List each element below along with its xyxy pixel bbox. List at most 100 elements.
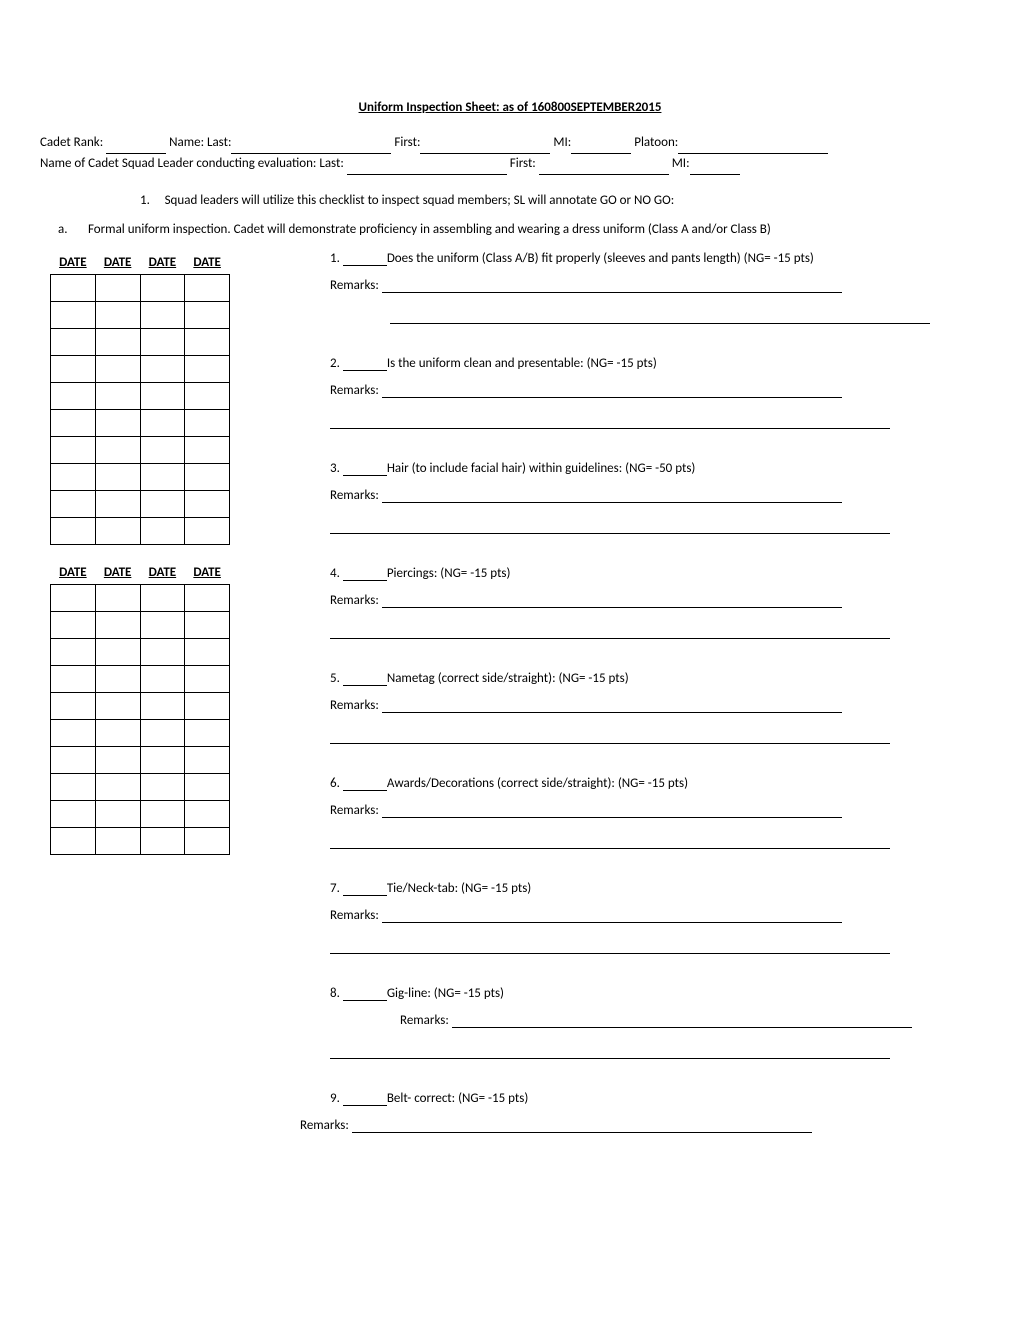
date-cell[interactable] (95, 719, 140, 746)
date-cell[interactable] (51, 328, 96, 355)
date-cell[interactable] (51, 719, 96, 746)
date-cell[interactable] (95, 517, 140, 544)
date-cell[interactable] (140, 328, 185, 355)
date-cell[interactable] (51, 274, 96, 301)
date-cell[interactable] (140, 638, 185, 665)
go-nogo-blank[interactable] (343, 358, 387, 371)
date-cell[interactable] (140, 827, 185, 854)
go-nogo-blank[interactable] (343, 253, 387, 266)
date-cell[interactable] (51, 692, 96, 719)
date-cell[interactable] (140, 584, 185, 611)
date-cell[interactable] (140, 274, 185, 301)
date-cell[interactable] (51, 409, 96, 436)
go-nogo-blank[interactable] (343, 568, 387, 581)
first-blank-2[interactable] (539, 162, 669, 175)
date-cell[interactable] (51, 611, 96, 638)
remarks-blank[interactable] (382, 700, 842, 713)
remarks-continuation-blank[interactable] (330, 941, 890, 954)
date-cell[interactable] (51, 746, 96, 773)
date-cell[interactable] (95, 409, 140, 436)
date-cell[interactable] (185, 827, 230, 854)
date-cell[interactable] (185, 328, 230, 355)
remarks-blank[interactable] (382, 280, 842, 293)
remarks-blank[interactable] (452, 1015, 912, 1028)
date-cell[interactable] (185, 355, 230, 382)
date-cell[interactable] (140, 436, 185, 463)
mi-blank-2[interactable] (690, 162, 740, 175)
date-cell[interactable] (95, 746, 140, 773)
date-cell[interactable] (95, 800, 140, 827)
date-cell[interactable] (185, 584, 230, 611)
date-cell[interactable] (140, 665, 185, 692)
go-nogo-blank[interactable] (343, 778, 387, 791)
date-cell[interactable] (140, 773, 185, 800)
date-cell[interactable] (140, 517, 185, 544)
date-cell[interactable] (140, 301, 185, 328)
date-cell[interactable] (185, 490, 230, 517)
date-cell[interactable] (185, 301, 230, 328)
date-cell[interactable] (185, 517, 230, 544)
date-cell[interactable] (51, 827, 96, 854)
platoon-blank[interactable] (678, 141, 828, 154)
remarks-continuation-blank[interactable] (390, 311, 930, 324)
date-cell[interactable] (51, 490, 96, 517)
date-cell[interactable] (51, 463, 96, 490)
date-cell[interactable] (140, 692, 185, 719)
remarks-continuation-blank[interactable] (330, 1046, 890, 1059)
date-cell[interactable] (51, 436, 96, 463)
go-nogo-blank[interactable] (343, 988, 387, 1001)
date-cell[interactable] (95, 827, 140, 854)
first-blank-1[interactable] (420, 141, 550, 154)
date-cell[interactable] (51, 773, 96, 800)
date-cell[interactable] (95, 638, 140, 665)
remarks-continuation-blank[interactable] (330, 836, 890, 849)
date-cell[interactable] (185, 274, 230, 301)
date-cell[interactable] (95, 328, 140, 355)
remarks-blank[interactable] (382, 595, 842, 608)
date-cell[interactable] (95, 274, 140, 301)
date-cell[interactable] (140, 611, 185, 638)
date-cell[interactable] (95, 611, 140, 638)
remarks-blank[interactable] (382, 910, 842, 923)
go-nogo-blank[interactable] (343, 1093, 387, 1106)
date-cell[interactable] (140, 355, 185, 382)
date-cell[interactable] (185, 692, 230, 719)
date-cell[interactable] (185, 409, 230, 436)
date-cell[interactable] (95, 490, 140, 517)
date-cell[interactable] (51, 638, 96, 665)
date-cell[interactable] (185, 611, 230, 638)
date-cell[interactable] (95, 355, 140, 382)
date-cell[interactable] (51, 301, 96, 328)
date-cell[interactable] (185, 436, 230, 463)
date-cell[interactable] (185, 665, 230, 692)
remarks-blank[interactable] (382, 385, 842, 398)
date-cell[interactable] (95, 463, 140, 490)
date-cell[interactable] (140, 490, 185, 517)
date-cell[interactable] (185, 800, 230, 827)
remarks-blank[interactable] (382, 490, 842, 503)
date-cell[interactable] (140, 382, 185, 409)
remarks-continuation-blank[interactable] (330, 416, 890, 429)
eval-last-blank[interactable] (347, 162, 507, 175)
remarks-continuation-blank[interactable] (330, 521, 890, 534)
date-cell[interactable] (185, 773, 230, 800)
remarks-continuation-blank[interactable] (330, 731, 890, 744)
date-cell[interactable] (95, 382, 140, 409)
date-cell[interactable] (140, 463, 185, 490)
go-nogo-blank[interactable] (343, 883, 387, 896)
date-cell[interactable] (51, 800, 96, 827)
date-cell[interactable] (185, 746, 230, 773)
date-cell[interactable] (185, 463, 230, 490)
remarks-blank[interactable] (352, 1120, 812, 1133)
mi-blank-1[interactable] (571, 141, 631, 154)
date-cell[interactable] (51, 665, 96, 692)
last-blank[interactable] (231, 141, 391, 154)
remarks-continuation-blank[interactable] (330, 626, 890, 639)
date-cell[interactable] (95, 301, 140, 328)
date-cell[interactable] (51, 517, 96, 544)
date-cell[interactable] (185, 719, 230, 746)
go-nogo-blank[interactable] (343, 463, 387, 476)
date-cell[interactable] (140, 409, 185, 436)
remarks-blank[interactable] (382, 805, 842, 818)
date-cell[interactable] (95, 773, 140, 800)
